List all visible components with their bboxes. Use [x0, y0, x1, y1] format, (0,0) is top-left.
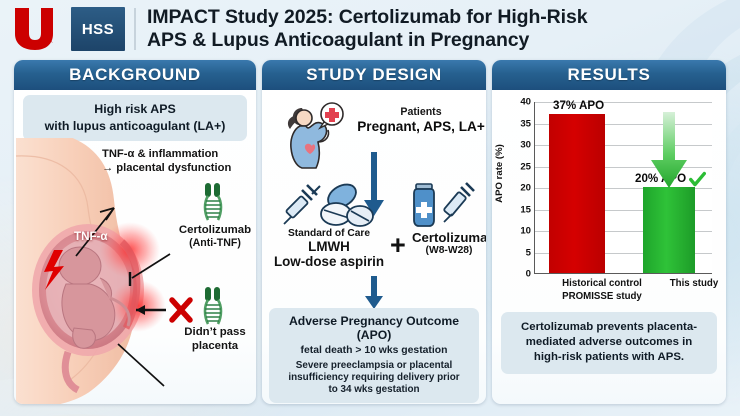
- standard-of-care-group: Standard of Care LMWH Low-dose aspirin: [266, 228, 392, 269]
- high-risk-aps-box: High risk APS with lupus anticoagulant (…: [23, 95, 247, 141]
- certolizumab-arm-group: Certolizumab (W8-W28): [412, 230, 486, 256]
- syringe-and-pills-icon: [283, 183, 374, 227]
- certolizumab-arm-label: Certolizumab: [412, 230, 486, 245]
- standard-of-care-value: LMWH Low-dose aspirin: [273, 239, 385, 269]
- apo-definition-box: Adverse Pregnancy Outcome (APO) fetal de…: [269, 308, 479, 404]
- certolizumab-antibody-icon-2: [203, 287, 223, 325]
- chart-y-axis-label: APO rate (%): [493, 144, 505, 203]
- label-didnt-pass-placenta: Didn’t pass placenta: [184, 326, 246, 352]
- plus-sign: +: [390, 230, 406, 260]
- certolizumab-arm-sub: (W8-W28): [425, 245, 473, 256]
- panel-results-heading: RESULTS: [492, 60, 726, 90]
- flow-arrow-down-1: [364, 152, 384, 216]
- chart-gridline: [535, 102, 712, 103]
- chart-y-tick: 30: [520, 139, 531, 151]
- panel-study-design: STUDY DESIGN Patients Pregnant, APS, LA+: [262, 60, 486, 404]
- panel-study-design-body: Patients Pregnant, APS, LA+: [262, 90, 486, 404]
- label-tnf-alpha-tag: TNF-α: [74, 230, 108, 243]
- panel-results: RESULTS APO rate (%) 0 5 10 15 20 25 30 35 40 37%…: [492, 60, 726, 404]
- patients-label: Patients: [400, 106, 442, 118]
- apo-criterion-2: Severe preeclampsia or placental insuffi…: [288, 360, 460, 396]
- label-certolizumab-sub: (Anti-TNF): [189, 237, 241, 250]
- page-title: IMPACT Study 2025: Certolizumab for High…: [147, 6, 588, 51]
- university-of-utah-logo-icon: [15, 8, 53, 50]
- conclusion-box: Certolizumab prevents placenta- mediated…: [501, 312, 717, 375]
- panel-results-body: APO rate (%) 0 5 10 15 20 25 30 35 40 37% APO 20% …: [492, 90, 726, 404]
- certolizumab-antibody-icon-1: [203, 183, 223, 221]
- apo-title: Adverse Pregnancy Outcome (APO): [288, 314, 459, 342]
- chart-bar-2: [643, 187, 695, 273]
- chart-gridline: [535, 209, 712, 211]
- reduction-down-arrow-icon: [651, 112, 687, 188]
- panel-background-body: High risk APS with lupus anticoagulant (…: [14, 90, 256, 404]
- chart-y-tick: 5: [525, 247, 531, 258]
- chart-y-tick: 25: [520, 161, 531, 172]
- apo-rate-bar-chart: APO rate (%) 0 5 10 15 20 25 30 35 40 37% APO 20% …: [494, 96, 718, 306]
- chart-y-tick: 35: [520, 118, 531, 129]
- pregnant-patient-icon: [287, 102, 344, 169]
- chart-bar-1: [549, 113, 605, 273]
- chart-gridline: [535, 188, 712, 189]
- check-mark-icon: [689, 171, 706, 187]
- standard-of-care-label: Standard of Care: [287, 228, 371, 239]
- chart-x-label-2: This study: [669, 278, 719, 289]
- vial-and-syringe-icon: [413, 182, 475, 227]
- chart-gridline: [535, 123, 712, 125]
- chart-gridline: [535, 166, 712, 168]
- chart-gridline: [535, 145, 712, 146]
- pregnancy-anatomy-illustration: [15, 138, 193, 404]
- label-certolizumab: Certolizumab (Anti-TNF): [174, 223, 256, 250]
- chart-y-tick: 0: [525, 268, 531, 280]
- panel-background-heading: BACKGROUND: [14, 60, 256, 90]
- panel-study-design-heading: STUDY DESIGN: [262, 60, 486, 90]
- chart-gridline: [535, 252, 712, 254]
- panel-background: BACKGROUND High risk APS with lupus anti…: [14, 60, 256, 404]
- chart-y-tick: 15: [520, 204, 531, 215]
- page-header: HSS IMPACT Study 2025: Certolizumab for …: [0, 0, 740, 58]
- chart-x-label-1: Historical control PROMISSE study: [562, 278, 642, 302]
- label-tnf-inflammation: TNF-α & inflammation → placental dysfunc…: [102, 148, 232, 174]
- chart-y-tick: 10: [520, 225, 531, 237]
- flow-arrow-down-2: [365, 276, 383, 309]
- chart-gridline: [535, 231, 712, 232]
- chart-plot-area: 0 5 10 15 20 25 30 35 40 37% APO 20% APO: [520, 97, 712, 280]
- chart-y-tick: 20: [520, 182, 531, 194]
- hss-logo: HSS: [71, 7, 125, 51]
- patients-group: Patients Pregnant, APS, LA+: [357, 106, 485, 134]
- apo-criterion-1: fetal death > 10 wks gestation: [300, 345, 448, 356]
- chart-y-tick: 40: [520, 96, 531, 108]
- header-divider: [134, 8, 136, 50]
- patients-value: Pregnant, APS, LA+: [357, 119, 485, 134]
- chart-data-label-1: 37% APO: [553, 98, 605, 112]
- label-certolizumab-text: Certolizumab: [178, 224, 252, 236]
